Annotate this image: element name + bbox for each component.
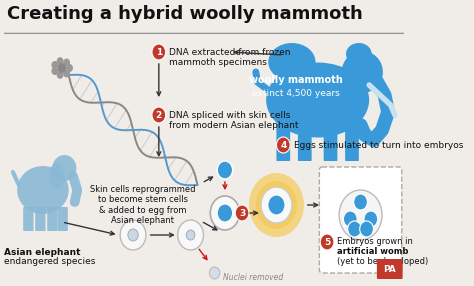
Text: 1: 1 xyxy=(155,48,162,57)
Text: 5: 5 xyxy=(324,238,330,247)
Text: Creating a hybrid woolly mammoth: Creating a hybrid woolly mammoth xyxy=(7,5,363,23)
Circle shape xyxy=(66,64,73,72)
FancyBboxPatch shape xyxy=(319,167,402,273)
Circle shape xyxy=(51,67,58,75)
Circle shape xyxy=(276,137,290,153)
Circle shape xyxy=(120,220,146,250)
Circle shape xyxy=(152,107,166,123)
Circle shape xyxy=(249,173,304,237)
Circle shape xyxy=(343,211,357,227)
Ellipse shape xyxy=(342,51,383,93)
Text: artificial womb: artificial womb xyxy=(337,247,409,256)
Circle shape xyxy=(63,69,70,78)
Text: woolly mammoth: woolly mammoth xyxy=(249,75,343,85)
Circle shape xyxy=(57,63,66,73)
Circle shape xyxy=(217,161,233,179)
Text: DNA spliced with skin cells
from modern Asian elephant: DNA spliced with skin cells from modern … xyxy=(169,111,299,130)
Text: 3: 3 xyxy=(239,209,245,218)
Text: 2: 2 xyxy=(155,111,162,120)
Text: PA: PA xyxy=(383,265,396,273)
Circle shape xyxy=(364,211,378,227)
Text: Nuclei removed: Nuclei removed xyxy=(223,273,283,281)
Text: Eggs stimulated to turn into embryos: Eggs stimulated to turn into embryos xyxy=(293,141,463,150)
FancyBboxPatch shape xyxy=(324,124,337,161)
Text: Embryos grown in: Embryos grown in xyxy=(337,237,413,246)
FancyBboxPatch shape xyxy=(276,124,290,161)
Circle shape xyxy=(186,230,195,240)
FancyBboxPatch shape xyxy=(298,124,311,161)
Ellipse shape xyxy=(52,155,76,181)
Text: Asian elephant: Asian elephant xyxy=(4,248,81,257)
Text: 4: 4 xyxy=(280,141,286,150)
FancyBboxPatch shape xyxy=(47,207,57,231)
FancyBboxPatch shape xyxy=(35,207,46,231)
Circle shape xyxy=(51,61,58,69)
Text: (yet to be developed): (yet to be developed) xyxy=(337,257,428,266)
Circle shape xyxy=(360,221,374,237)
Circle shape xyxy=(320,234,334,250)
Text: endangered species: endangered species xyxy=(4,257,96,266)
Circle shape xyxy=(235,205,249,221)
Text: Skin cells reprogrammed
to become stem cells
& added to egg from
Asian elephant: Skin cells reprogrammed to become stem c… xyxy=(90,185,196,225)
FancyBboxPatch shape xyxy=(57,207,68,231)
Circle shape xyxy=(261,187,292,223)
Text: extinct 4,500 years: extinct 4,500 years xyxy=(252,88,340,98)
Circle shape xyxy=(217,204,233,222)
Circle shape xyxy=(63,59,70,67)
Ellipse shape xyxy=(266,63,369,138)
Circle shape xyxy=(354,194,367,210)
Circle shape xyxy=(57,71,64,79)
Circle shape xyxy=(128,229,138,241)
Text: DNA extracted from frozen
mammoth specimens: DNA extracted from frozen mammoth specim… xyxy=(169,48,291,67)
Ellipse shape xyxy=(268,43,316,81)
Circle shape xyxy=(348,221,361,237)
Circle shape xyxy=(210,267,220,279)
Circle shape xyxy=(268,195,285,215)
FancyBboxPatch shape xyxy=(345,124,359,161)
FancyBboxPatch shape xyxy=(23,207,34,231)
Ellipse shape xyxy=(346,43,372,65)
Ellipse shape xyxy=(49,163,64,189)
Circle shape xyxy=(210,196,239,230)
FancyBboxPatch shape xyxy=(377,259,402,279)
Circle shape xyxy=(57,57,64,65)
Circle shape xyxy=(152,44,166,60)
Circle shape xyxy=(256,181,297,229)
Circle shape xyxy=(339,190,382,240)
Ellipse shape xyxy=(17,166,69,214)
Circle shape xyxy=(178,220,203,250)
